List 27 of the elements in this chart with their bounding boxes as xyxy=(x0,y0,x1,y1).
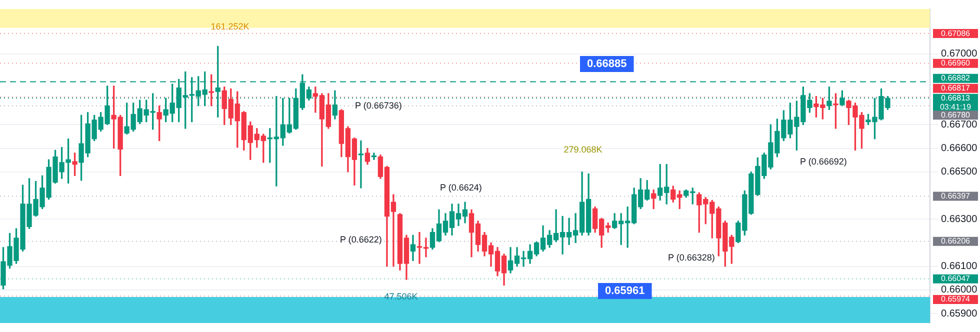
annotation: P (0.66692) xyxy=(800,156,847,166)
ref-line-label: 0.66817 xyxy=(941,84,971,93)
ref-line-label: 0.66206 xyxy=(941,236,971,246)
annotation: 0.65961 xyxy=(605,285,645,298)
annotation: P (0.66736) xyxy=(355,100,402,110)
y-tick-label: 0.66700 xyxy=(941,119,978,130)
ref-line-label: 0.67086 xyxy=(941,28,971,38)
ref-line-label: 0.66397 xyxy=(941,191,971,200)
ref-line-label: 0.66960 xyxy=(941,58,971,68)
ref-line-label: 0.66047 xyxy=(941,274,971,284)
ref-line-label: 0.66780 xyxy=(941,110,971,120)
ref-line-label: 0.66882 xyxy=(941,74,971,83)
annotation: P (0.6624) xyxy=(440,182,482,192)
y-tick-label: 0.65900 xyxy=(941,308,978,320)
y-tick-label: 0.67000 xyxy=(941,48,978,60)
y-tick-label: 0.66000 xyxy=(941,284,978,296)
y-tick-label: 0.66100 xyxy=(941,261,978,272)
y-tick-label: 0.66500 xyxy=(941,166,978,178)
annotation: P (0.66328) xyxy=(668,252,715,262)
annotation: 161.252K xyxy=(210,21,250,32)
annotation: 279.068K xyxy=(564,144,602,154)
annotation: P (0.6622) xyxy=(340,234,382,244)
ref-line-label: 0.65974 xyxy=(941,294,971,304)
ref-line-label: 0.66813 03:41:19 xyxy=(940,94,972,112)
annotation: 0.66885 xyxy=(587,58,627,70)
y-tick-label: 0.66300 xyxy=(941,214,978,225)
y-tick-label: 0.66600 xyxy=(941,143,978,154)
